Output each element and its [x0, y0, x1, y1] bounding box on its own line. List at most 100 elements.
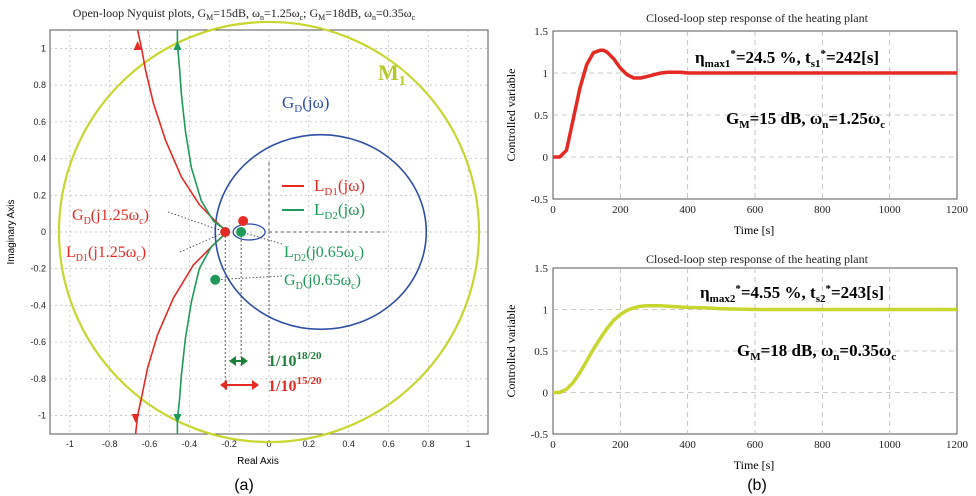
step1-xtick-label: 400 — [679, 204, 696, 216]
nyquist-xlabel: Real Axis — [237, 456, 279, 467]
ld1-curve-lower — [134, 235, 224, 435]
ld2-curve-lower — [176, 235, 224, 434]
step1-title: Closed-loop step response of the heating… — [646, 11, 869, 25]
nyquist-xtick-label: 0.6 — [382, 439, 395, 449]
nyquist-ytick-label: 0.6 — [33, 117, 46, 127]
step1-curve — [553, 48, 957, 159]
ld2-arrow-up — [173, 41, 182, 51]
panel-a-label: (a) — [234, 477, 254, 494]
gd-j125-label: GD(j1.25ωc) — [72, 207, 149, 227]
nyquist-xtick-label: 0.2 — [303, 439, 316, 449]
step2-response-line — [553, 304, 957, 395]
step2-gm-label: GM=18 dB, ωn=0.35ωc — [737, 341, 896, 363]
gm-18-label: 1/1018/20 — [268, 350, 322, 370]
step-response-bottom: Closed-loop step response of the heating… — [504, 252, 969, 494]
nyquist-xtick-label: 1 — [466, 439, 471, 449]
m1-label: M1 — [378, 60, 406, 89]
nyquist-ytick-label: 1 — [41, 43, 46, 53]
nyquist-plot: Open-loop Nyquist plots, GM=15dB, ωn=1.2… — [6, 6, 489, 494]
step1-ytick-label: 1.5 — [534, 26, 548, 38]
step1-ytick-label: 0.5 — [534, 110, 548, 122]
nyquist-ylabel: Imaginary Axis — [6, 199, 17, 264]
nyquist-ytick-label: 0 — [41, 227, 46, 237]
step2-xtick-label: 600 — [747, 439, 764, 451]
gm-15-arrow — [220, 380, 259, 390]
nyquist-xtick-label: -1 — [66, 439, 74, 449]
nyquist-ytick-label: -0.6 — [30, 337, 46, 347]
leader-line — [179, 231, 226, 253]
nyquist-xtick-label: 0 — [266, 439, 271, 449]
step1-response-line — [553, 48, 957, 159]
nyquist-xtick-label: 0.8 — [422, 439, 435, 449]
step1-xtick-label: 1000 — [879, 204, 902, 216]
step2-xtick-label: 800 — [814, 439, 831, 451]
step2-xtick-label: 200 — [612, 439, 629, 451]
step2-curve — [553, 304, 957, 395]
step2-ytick-label: 0 — [543, 388, 549, 400]
step1-overshoot-label: ηmax1*=24.5 %, ts1*=242[s] — [695, 48, 879, 70]
step2-ylabel: Controlled variable — [504, 305, 518, 398]
step1-ytick-label: 0 — [543, 152, 549, 164]
legend-ld2-label: LD2(jω) — [314, 200, 365, 222]
step1-gm-label: GM=15 dB, ωn=1.25ωc — [726, 109, 885, 131]
panel-b-label: (b) — [747, 477, 767, 494]
step2-xtick-label: 0 — [550, 439, 556, 451]
nyquist-point — [236, 227, 247, 237]
legend-ld1-label: LD1(jω) — [314, 176, 365, 198]
step2-xlabel: Time [s] — [734, 458, 775, 472]
nyquist-annotations: M1 GD(jω) LD1(jω) LD2(jω) GD(j1.25ωc) LD… — [66, 60, 406, 395]
nyquist-xtick-label: -0.2 — [221, 439, 237, 449]
nyquist-ytick-label: -0.4 — [30, 300, 46, 310]
step2-title: Closed-loop step response of the heating… — [646, 252, 869, 266]
step2-xtick-label: 1200 — [946, 439, 969, 451]
step2-xtick-label: 400 — [679, 439, 696, 451]
nyquist-grid — [50, 30, 488, 434]
nyquist-point — [210, 274, 221, 285]
ld2-arrow-down — [173, 413, 182, 423]
step1-xtick-label: 200 — [612, 204, 629, 216]
nyquist-xtick-label: 0.4 — [342, 439, 355, 449]
step1-ytick-label: 1 — [543, 68, 549, 80]
ld1-arrow-down — [131, 413, 140, 423]
nyquist-point — [220, 227, 231, 237]
ld2-curve-upper — [176, 30, 224, 229]
nyquist-title: Open-loop Nyquist plots, GM=15dB, ωn=1.2… — [73, 6, 416, 22]
m1-circle — [57, 20, 481, 444]
nyquist-ytick-label: 0.2 — [33, 190, 46, 200]
leader-line — [167, 211, 226, 233]
gd-curve — [214, 133, 428, 331]
nyquist-ytick-label: -1 — [38, 411, 46, 421]
step2-ytick-label: -0.5 — [531, 429, 549, 441]
nyquist-ytick-label: -0.8 — [30, 374, 46, 384]
step2-ytick-label: 1 — [543, 305, 549, 317]
step1-grid — [553, 31, 957, 199]
leader-line — [215, 275, 283, 281]
ld1-j125-label: LD1(j1.25ωc) — [66, 244, 146, 264]
step2-ytick-label: 0.5 — [534, 346, 548, 358]
nyquist-ytick-label: 0.8 — [33, 80, 46, 90]
step1-xlabel: Time [s] — [734, 223, 775, 237]
step1-xtick-label: 600 — [747, 204, 764, 216]
gd-jw-label: GD(jω) — [282, 93, 329, 115]
step2-ytick-label: 1.5 — [534, 263, 548, 275]
ld1-arrow-up — [133, 41, 142, 51]
step2-overshoot-label: ηmax2*=4.55 %, ts2*=243[s] — [700, 283, 884, 305]
nyquist-ticks: -1 -0.8 -0.6 -0.4 -0.2 0 0.2 0.4 0.6 0.8 1 -1 -0.8 -0… — [30, 43, 470, 449]
ld2-j065-label: LD2(j0.65ωc) — [284, 244, 364, 264]
gm-18-arrow — [229, 356, 248, 366]
gm-15-label: 1/1015/20 — [268, 375, 322, 395]
leader-line — [241, 231, 283, 245]
step1-ylabel: Controlled variable — [504, 69, 518, 162]
gd-inner-loop — [232, 223, 266, 241]
step1-xtick-label: 0 — [550, 204, 556, 216]
nyquist-xtick-label: -0.4 — [182, 439, 198, 449]
step-response-top: Closed-loop step response of the heating… — [504, 11, 969, 237]
gd-j065-label: GD(j0.65ωc) — [284, 272, 361, 292]
step2-ticks: 0 200 400 600 800 1000 1200-0.500.511.5 — [531, 263, 969, 451]
step2-xtick-label: 1000 — [879, 439, 902, 451]
nyquist-curves — [57, 20, 481, 444]
step1-xtick-label: 1200 — [946, 204, 969, 216]
step1-xtick-label: 800 — [814, 204, 831, 216]
nyquist-xtick-label: -0.6 — [142, 439, 158, 449]
